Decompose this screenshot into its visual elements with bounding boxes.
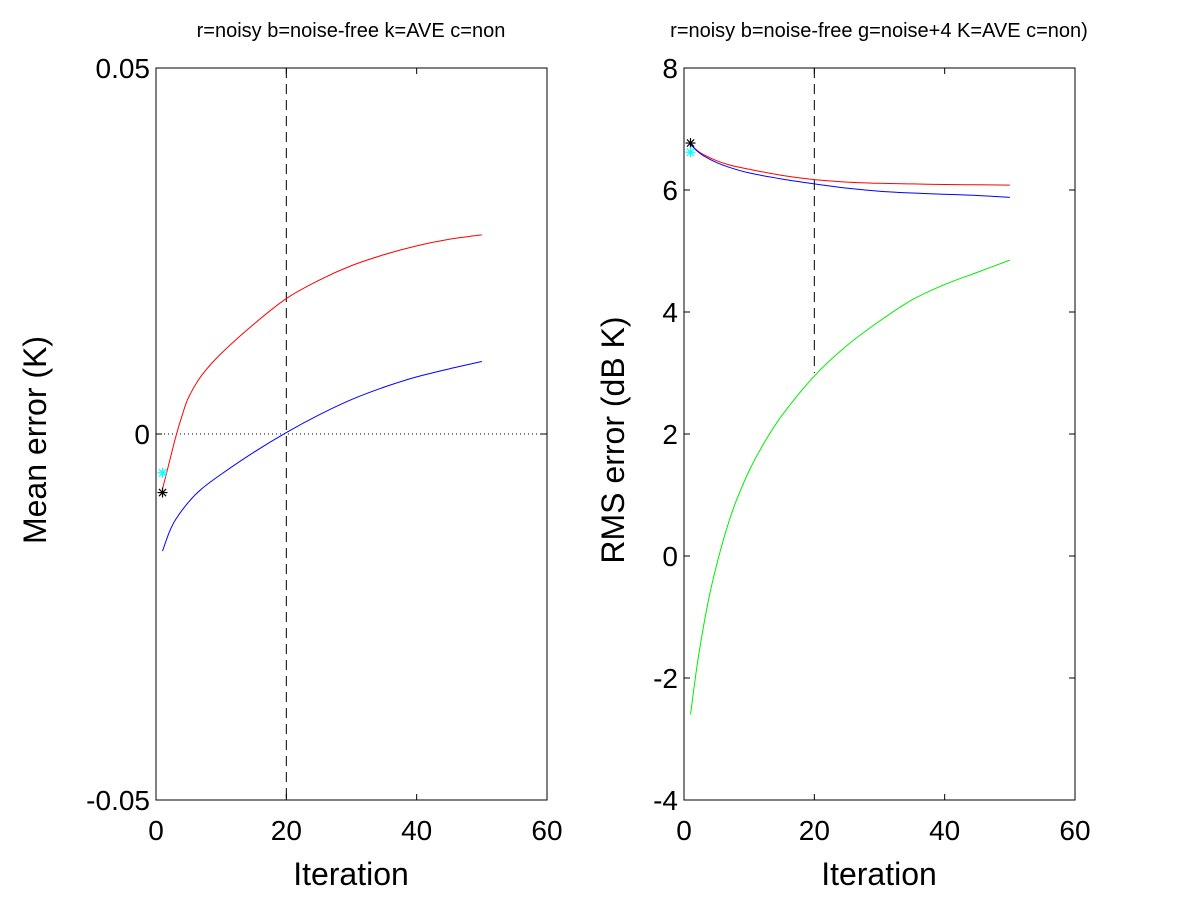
rms-error-y-tick-label: 8	[662, 53, 678, 84]
mean-error-x-tick-label: 60	[531, 815, 562, 846]
mean-error-series-line-1	[162, 361, 482, 552]
rms-error-y-tick-label: 4	[662, 297, 678, 328]
rms-error-star-stroke	[686, 139, 695, 148]
rms-error-y-tick-label: -4	[653, 785, 678, 816]
mean-error-star-marker-0	[157, 467, 168, 478]
rms-error-panel: r=noisy b=noise-free g=noise+4 K=AVE c=n…	[595, 20, 1091, 892]
mean-error-x-tick-label: 20	[271, 815, 302, 846]
rms-error-x-tick-label: 40	[929, 815, 960, 846]
mean-error-series-line-0	[162, 234, 482, 490]
mean-error-plot-frame	[155, 67, 548, 801]
mean-error-y-axis-label: Mean error (K)	[17, 336, 53, 544]
rms-error-series-line-0	[690, 143, 1010, 186]
rms-error-y-tick-label: 0	[662, 541, 678, 572]
mean-error-x-tick-label: 40	[401, 815, 432, 846]
mean-error-star-marker-1	[157, 487, 168, 498]
rms-error-data-marks	[685, 68, 1011, 715]
rms-error-y-tick-label: -2	[653, 663, 678, 694]
mean-error-chart-title: r=noisy b=noise-free k=AVE c=non	[197, 20, 506, 42]
mean-error-y-tick-label: 0.05	[96, 53, 151, 84]
mean-error-star-stroke	[158, 468, 167, 477]
rms-error-y-axis-label: RMS error (dB K)	[595, 316, 631, 563]
mean-error-y-tick-label: 0	[134, 419, 150, 450]
mean-error-data-marks	[156, 68, 547, 800]
rms-error-star-stroke	[686, 148, 695, 157]
mean-error-panel: r=noisy b=noise-free k=AVE c=non 0 20 40 60…	[17, 20, 563, 892]
rms-error-star-marker-0	[685, 138, 696, 149]
rms-error-x-tick-label: 20	[799, 815, 830, 846]
rms-error-y-tick-label: 6	[662, 175, 678, 206]
mean-error-y-tick-label: -0.05	[86, 785, 150, 816]
rms-error-plot-frame	[683, 67, 1076, 801]
rms-error-x-axis-label: Iteration	[821, 856, 937, 892]
rms-error-x-tick-label: 0	[676, 815, 692, 846]
rms-error-star-marker-1	[685, 147, 696, 158]
rms-error-series-line-1	[690, 143, 1010, 198]
rms-error-x-tick-label: 60	[1059, 815, 1090, 846]
mean-error-star-stroke	[158, 488, 167, 497]
mean-error-x-tick-label: 0	[148, 815, 164, 846]
rms-error-ticks: 0 20 40 60 -4 -2 0 2 4 6 8	[653, 53, 1090, 846]
rms-error-y-tick-label: 2	[662, 419, 678, 450]
rms-error-series-line-2	[690, 259, 1011, 715]
mean-error-x-axis-label: Iteration	[293, 856, 409, 892]
rms-error-chart-title: r=noisy b=noise-free g=noise+4 K=AVE c=n…	[670, 20, 1088, 42]
